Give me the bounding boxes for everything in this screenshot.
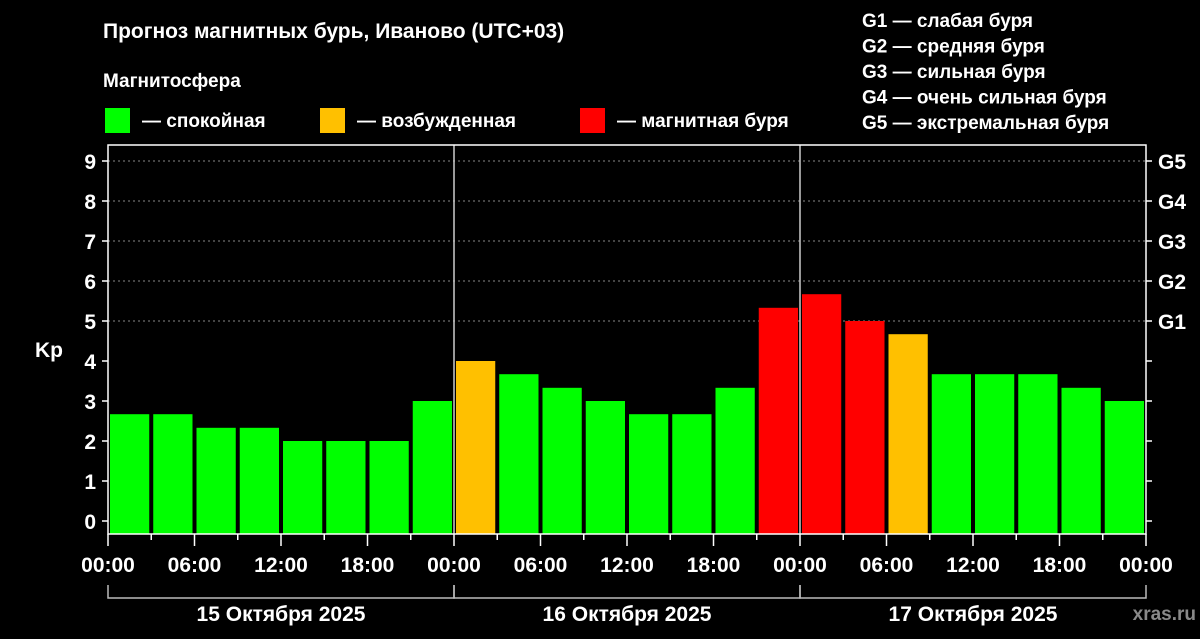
chart-title: Прогноз магнитных бурь, Иваново (UTC+03) [103,20,564,43]
day-bracket [799,585,1147,599]
kp-bar [412,401,452,534]
kp-bar [283,441,323,534]
x-tick-label: 06:00 [860,554,914,577]
x-tick-label: 18:00 [341,554,395,577]
g-scale-item: G1 — слабая буря [862,11,1033,32]
kp-bar [1104,401,1144,534]
legend-swatch [580,108,605,133]
x-tick-label: 12:00 [254,554,308,577]
x-tick-label: 06:00 [514,554,568,577]
kp-bar [1061,387,1101,534]
legend-label: — магнитная буря [617,111,789,132]
kp-bar [888,334,928,534]
day-bracket [107,585,455,599]
kp-bar [196,427,236,534]
kp-bar [758,307,798,534]
day-label: 16 Октября 2025 [543,603,712,626]
x-tick-label: 18:00 [687,554,741,577]
y-tick-label: 3 [84,391,96,414]
kp-bar [845,321,885,534]
kp-bar [715,387,755,534]
g-scale-item: G3 — сильная буря [862,62,1046,83]
kp-bar [672,414,712,534]
g-scale-list: G1 — слабая буря G2 — средняя буря G3 — си… [862,11,1109,134]
kp-bar [499,374,539,534]
g-scale-item: G2 — средняя буря [862,37,1045,58]
g-scale-item: G4 — очень сильная буря [862,88,1107,109]
kp-bar [153,414,193,534]
day-bracket [453,585,801,599]
day-label: 17 Октября 2025 [889,603,1058,626]
y-tick-label: 9 [84,151,96,174]
g-tick-label: G4 [1158,191,1186,214]
kp-bar [326,441,366,534]
kp-bar [369,441,409,534]
x-tick-label: 12:00 [600,554,654,577]
x-tick-label: 00:00 [81,554,135,577]
y-tick-label: 8 [84,191,96,214]
legend-swatch [105,108,130,133]
plot-area: 0 1 2 3 4 5 6 7 8 9 G1 G2 G3 G4 G5 00:00 06:00 12:00 18:00… [81,144,1186,626]
g-tick-label: G5 [1158,151,1186,174]
kp-bar [456,361,496,534]
x-tick-label: 00:00 [427,554,481,577]
x-tick-label: 00:00 [1119,554,1173,577]
day-label: 15 Октября 2025 [197,603,366,626]
kp-bar [975,374,1015,534]
watermark: xras.ru [1133,604,1196,625]
y-axis-label: Kp [35,339,63,362]
x-tick-label: 12:00 [946,554,1000,577]
y-tick-label: 4 [84,351,96,374]
g-tick-label: G1 [1158,311,1186,334]
x-tick-label: 06:00 [168,554,222,577]
kp-bar [1018,374,1058,534]
kp-bar [931,374,971,534]
x-tick-label: 18:00 [1033,554,1087,577]
x-tick-label: 00:00 [773,554,827,577]
legend-label: — спокойная [142,111,266,132]
legend: — спокойная — возбужденная — магнитная бур… [105,108,789,133]
kp-bar [110,414,150,534]
y-tick-label: 1 [84,471,96,494]
y-tick-label: 5 [84,311,96,334]
kp-bar [585,401,625,534]
kp-bar [542,387,582,534]
y-tick-label: 7 [84,231,96,254]
legend-label: — возбужденная [357,111,516,132]
kp-bar [629,414,669,534]
y-tick-label: 0 [84,511,96,534]
legend-title: Магнитосфера [103,71,241,92]
g-tick-label: G2 [1158,271,1186,294]
g-scale-item: G5 — экстремальная буря [862,113,1109,134]
kp-bar [802,294,842,534]
g-tick-label: G3 [1158,231,1186,254]
y-tick-label: 2 [84,431,96,454]
y-tick-label: 6 [84,271,96,294]
legend-swatch [320,108,345,133]
kp-bar [239,427,279,534]
